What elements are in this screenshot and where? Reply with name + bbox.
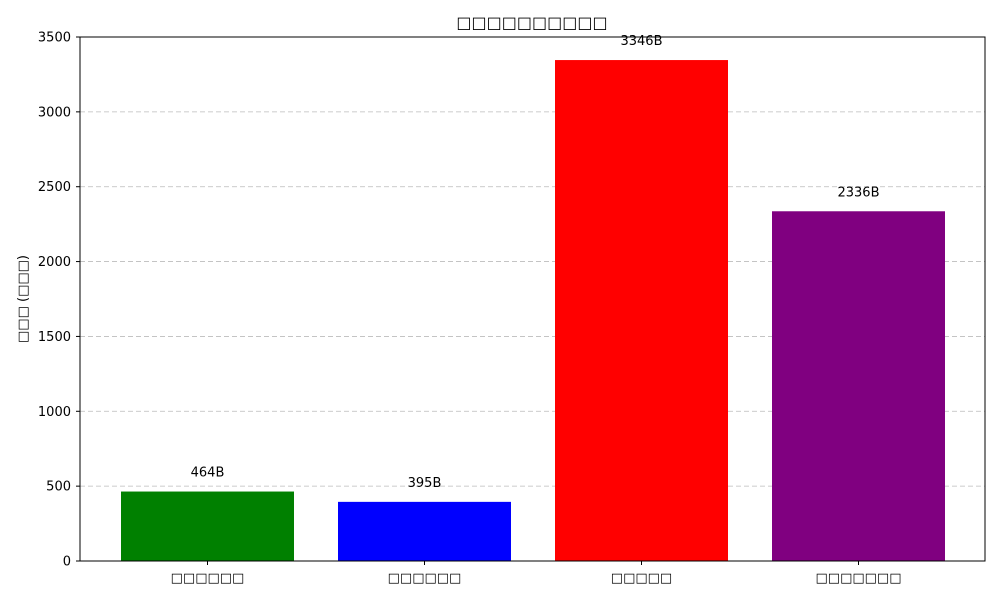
bar xyxy=(338,501,511,561)
x-tick-label: □□□□□□□ xyxy=(816,571,902,586)
bar xyxy=(772,211,945,561)
y-tick-label: 2500 xyxy=(38,180,71,195)
y-tick-label: 3500 xyxy=(38,31,71,46)
y-tick-label: 500 xyxy=(46,480,71,495)
y-tick-label: 1000 xyxy=(38,405,71,420)
bar-value-labels: 464B 395B 3346B 2336B xyxy=(191,34,880,491)
x-tick-label: □□□□□□ xyxy=(171,571,245,586)
y-axis-label: □□□ (□□□) xyxy=(16,255,31,343)
y-tick-label: 2000 xyxy=(38,255,71,270)
bar-value-label: 3346B xyxy=(620,34,662,49)
plot-frame xyxy=(79,36,986,562)
bar xyxy=(121,491,294,561)
bar-value-label: 464B xyxy=(191,466,225,481)
bar xyxy=(555,60,728,561)
x-axis-ticks: □□□□□□ □□□□□□ □□□□□ □□□□□□□ xyxy=(171,561,902,586)
x-tick-label: □□□□□□ xyxy=(388,571,462,586)
y-axis-ticks: 0 500 1000 1500 2000 2500 3000 3500 xyxy=(38,31,80,570)
bar-value-label: 2336B xyxy=(837,185,879,200)
bar-value-label: 395B xyxy=(408,476,442,491)
chart-title: □□□□□□□□□□ xyxy=(456,13,607,32)
bars xyxy=(121,60,945,561)
y-tick-label: 0 xyxy=(63,555,71,570)
x-tick-label: □□□□□ xyxy=(611,571,672,586)
y-tick-label: 3000 xyxy=(38,105,71,120)
y-tick-label: 1500 xyxy=(38,330,71,345)
